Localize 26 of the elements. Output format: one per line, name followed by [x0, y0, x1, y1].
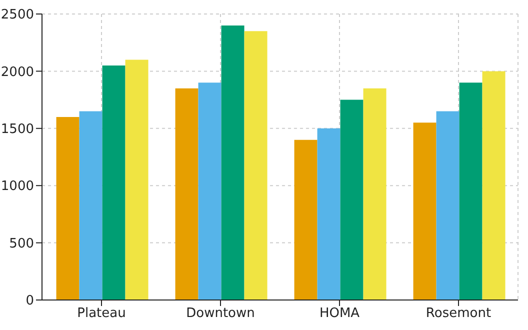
- x-tick-label: Rosemont: [426, 306, 492, 322]
- bar: [244, 31, 268, 300]
- x-tick-label: Plateau: [77, 306, 126, 322]
- bar: [413, 122, 436, 300]
- bar: [79, 111, 102, 300]
- bar: [221, 25, 244, 300]
- x-tick-label: HOMA: [319, 306, 360, 322]
- bar: [56, 116, 80, 300]
- bar: [294, 140, 318, 300]
- bar: [175, 88, 198, 300]
- bar: [482, 71, 506, 300]
- y-tick-label: 0: [26, 294, 34, 309]
- y-tick-label: 2000: [0, 64, 34, 80]
- y-tick-label: 500: [9, 236, 34, 252]
- bar: [317, 128, 340, 300]
- x-tick-label: Downtown: [186, 306, 255, 322]
- bar: [436, 111, 460, 300]
- y-tick-label: 1500: [0, 122, 34, 138]
- bar: [102, 65, 126, 300]
- bar: [363, 88, 386, 300]
- y-tick-label: 1000: [0, 179, 34, 194]
- bar: [340, 100, 364, 300]
- y-tick-label: 2500: [0, 8, 34, 23]
- bar: [459, 82, 482, 300]
- bar: [125, 60, 148, 300]
- bar: [198, 82, 222, 300]
